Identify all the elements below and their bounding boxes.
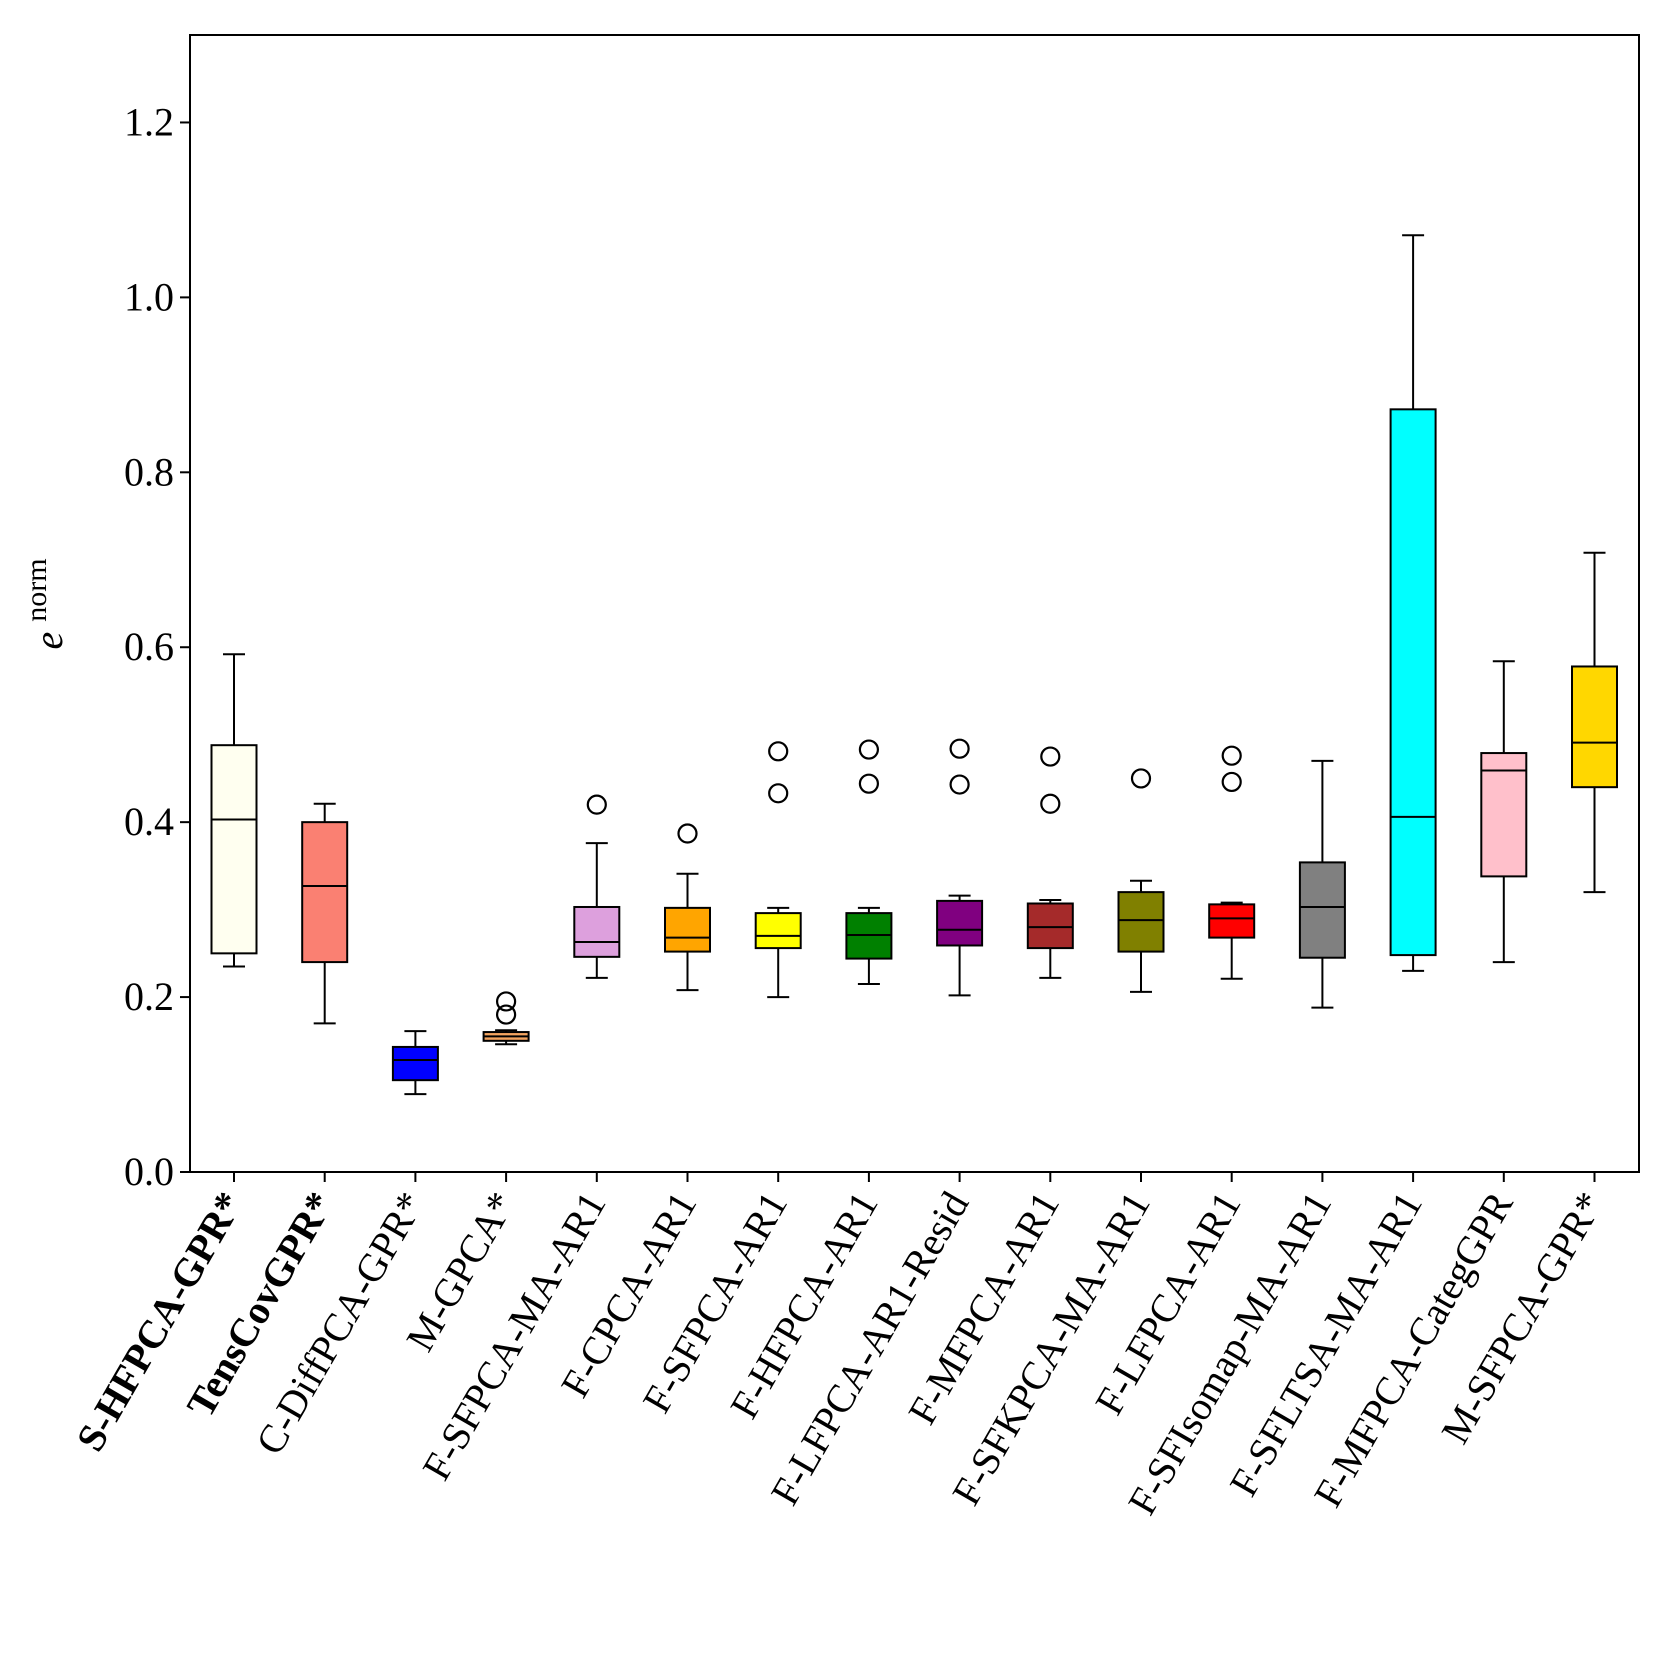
box-11 <box>1117 768 1165 993</box>
y-tick-label: 0.0 <box>124 1149 174 1194</box>
y-axis-title-base: e <box>26 632 71 650</box>
box-12 <box>1208 745 1256 980</box>
box-10 <box>1026 746 1074 979</box>
plot-area-frame <box>189 34 1640 1173</box>
y-tick-label: 1.2 <box>124 99 174 144</box>
box-4 <box>482 991 530 1046</box>
outlier-point <box>949 738 970 759</box>
box-iqr <box>664 906 711 953</box>
box-8 <box>845 739 893 985</box>
outlier-point <box>496 1004 517 1025</box>
outlier-point <box>496 991 517 1012</box>
box-iqr <box>936 899 984 947</box>
box-2 <box>301 802 349 1025</box>
outlier-point <box>768 783 789 804</box>
box-3 <box>391 1030 439 1096</box>
y-tick-label: 0.6 <box>124 624 174 669</box>
y-axis-title: e norm <box>20 558 72 649</box>
box-iqr <box>1298 861 1346 959</box>
outlier-point <box>1221 745 1242 766</box>
box-iqr <box>573 905 621 958</box>
outlier-point <box>949 774 970 795</box>
y-tick-label: 0.4 <box>124 799 174 844</box>
outlier-point <box>858 739 880 760</box>
outlier-point <box>1040 746 1061 767</box>
box-iqr <box>754 912 802 950</box>
box-16 <box>1571 551 1618 894</box>
outlier-point <box>1040 793 1061 814</box>
box-6 <box>664 823 711 992</box>
outlier-point <box>586 794 607 815</box>
box-iqr <box>1480 752 1528 878</box>
box-iqr <box>1117 891 1165 953</box>
plot-layer <box>210 234 1618 1096</box>
x-axis: S-HFPCA-GPR*TensCovGPR*C-DiffPCA-GPR*M-G… <box>67 1172 1612 1522</box>
y-tick-label: 0.8 <box>124 449 174 494</box>
box-iqr <box>1571 665 1618 789</box>
box-7 <box>754 741 802 999</box>
box-iqr <box>1026 902 1074 950</box>
box-iqr <box>301 821 349 964</box>
outlier-point <box>677 823 698 844</box>
box-iqr <box>210 744 258 955</box>
box-9 <box>936 738 984 997</box>
y-axis-title-superscript: norm <box>20 558 53 621</box>
outlier-point <box>1221 771 1242 793</box>
box-iqr <box>1389 408 1437 957</box>
box-14 <box>1389 234 1437 972</box>
box-15 <box>1480 660 1528 964</box>
outlier-point <box>1130 768 1152 789</box>
outlier-point <box>768 741 789 762</box>
box-13 <box>1298 759 1346 1009</box>
box-5 <box>573 794 621 979</box>
box-1 <box>210 653 258 968</box>
y-axis: 0.0 0.2 0.4 0.6 0.8 1.0 1.2 <box>124 99 190 1194</box>
box-iqr <box>391 1045 439 1082</box>
box-iqr <box>1208 903 1256 939</box>
y-tick-label: 1.0 <box>124 274 174 319</box>
outlier-point <box>858 773 880 794</box>
y-tick-label: 0.2 <box>124 974 174 1019</box>
